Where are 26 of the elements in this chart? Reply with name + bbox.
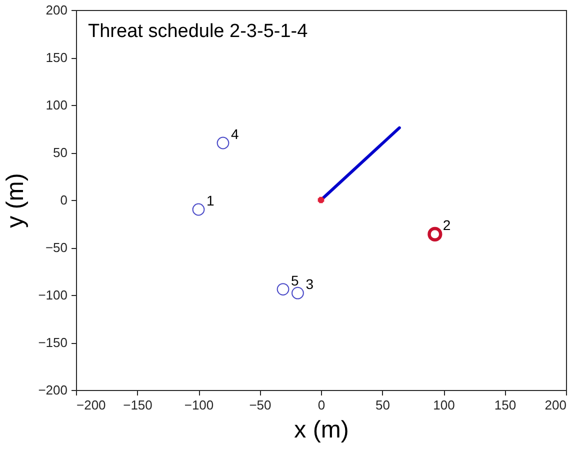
y-tick-label: 150 bbox=[46, 50, 68, 65]
y-tick-label: 200 bbox=[46, 2, 68, 18]
x-tick-label: 50 bbox=[376, 398, 390, 412]
y-tick-label: 100 bbox=[46, 98, 68, 112]
x-tick-label: −50 bbox=[249, 398, 272, 412]
x-tick-label: 0 bbox=[318, 398, 326, 412]
annotation: 1 bbox=[206, 192, 214, 208]
annotation: 4 bbox=[231, 126, 239, 142]
y-tick-label: −200 bbox=[38, 382, 68, 398]
text: Threat schedule 2-3-5-1-4 bbox=[88, 21, 308, 42]
annotation: 5 bbox=[291, 272, 300, 288]
annotation: 3 bbox=[306, 276, 314, 292]
x-tick-label: −200 bbox=[76, 398, 106, 412]
x-tick-label: 100 bbox=[433, 398, 455, 412]
y-tick-label: −100 bbox=[38, 288, 68, 302]
x-tick-label: −150 bbox=[123, 398, 152, 412]
y-tick-label: 0 bbox=[60, 192, 68, 208]
y-tick-label: −150 bbox=[38, 335, 68, 350]
x-tick-label: −100 bbox=[184, 398, 214, 412]
x-tick-label: 150 bbox=[494, 398, 516, 412]
y-axis-title: y (m) bbox=[2, 173, 30, 228]
annotation: 2 bbox=[442, 217, 451, 234]
y-tick-label: 50 bbox=[53, 145, 68, 160]
x-axis-title: x (m) bbox=[294, 416, 349, 444]
y-tick-label: −50 bbox=[45, 240, 68, 255]
x-tick-label: 200 bbox=[544, 398, 566, 412]
